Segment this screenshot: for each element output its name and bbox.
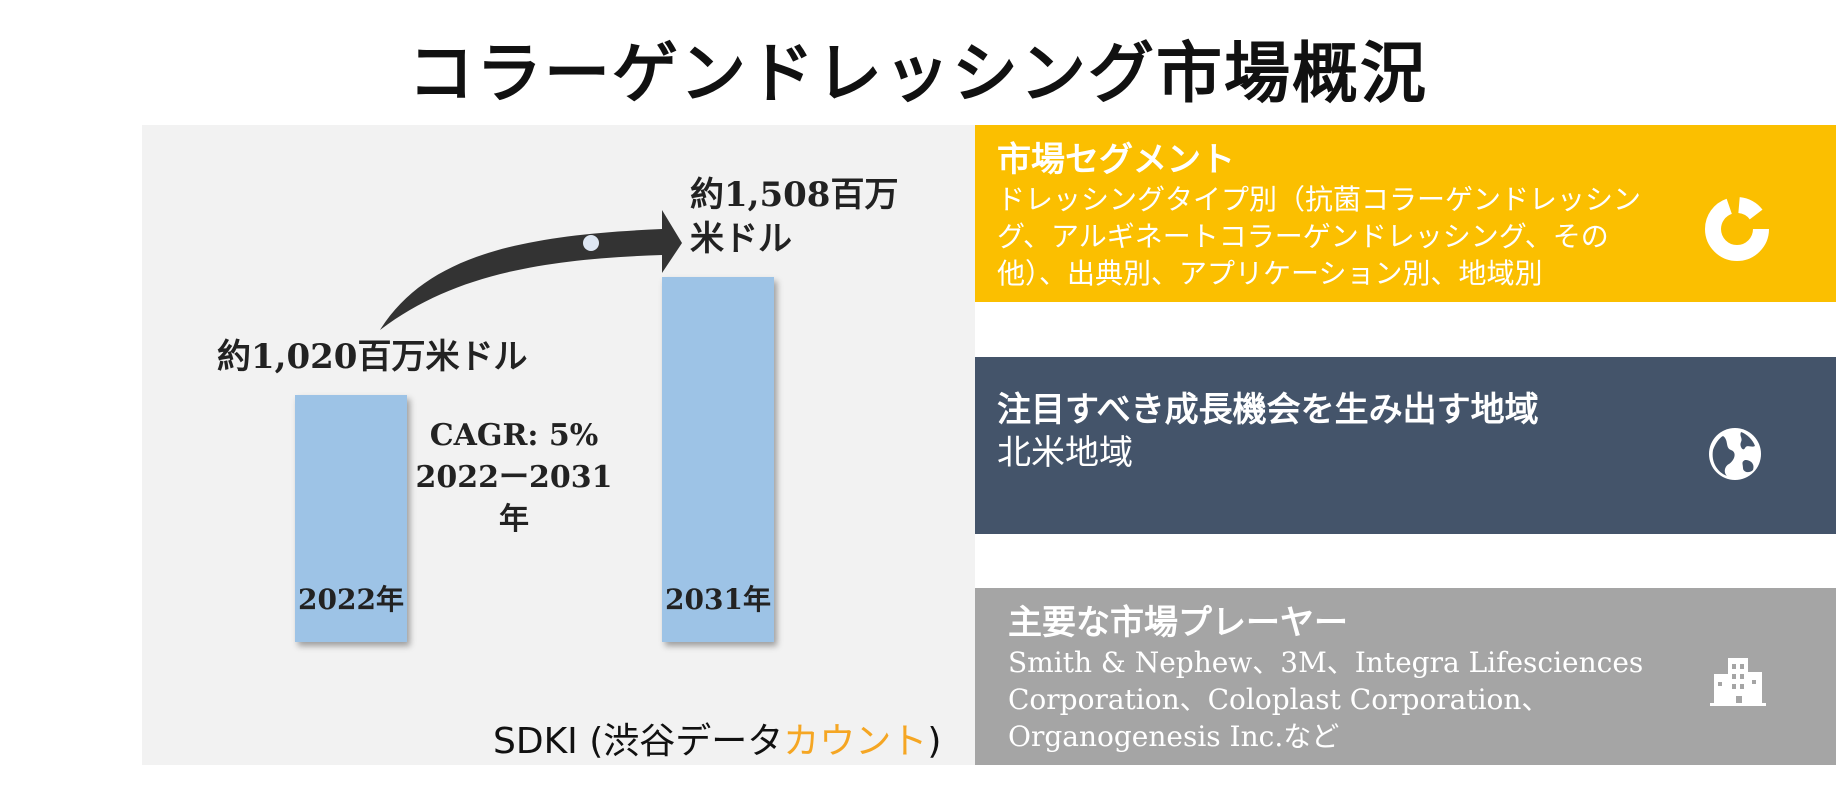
buildings-icon <box>1710 658 1766 706</box>
arrow-dot <box>583 235 599 251</box>
players-card-body: Smith & Nephew、3M、Integra Lifesciences C… <box>1008 646 1644 753</box>
globe-icon <box>1709 428 1761 480</box>
growth-arrow <box>380 210 682 330</box>
source-credit: SDKI (渋谷データカウント) <box>493 712 941 764</box>
players-card: 主要な市場プレーヤー Smith & Nephew、3M、Integra Lif… <box>975 588 1836 765</box>
source-suffix: ) <box>927 721 942 762</box>
source-prefix: SDKI (渋谷データ <box>493 721 784 762</box>
bar-2022: 2022年 <box>295 395 407 642</box>
cagr-period: 2022ー2031年 <box>415 460 613 537</box>
value-2031-line2: 米ドル <box>690 219 792 259</box>
segment-card-body: ドレッシングタイプ別（抗菌コラーゲンドレッシング、アルギネートコラーゲンドレッシ… <box>997 183 1642 290</box>
page-title: コラーゲンドレッシング市場概況 <box>408 34 1428 112</box>
bar-2031: 2031年 <box>662 277 774 642</box>
bar-2022-label: 2022年 <box>298 583 404 616</box>
region-card-title: 注目すべき成長機会を生み出す地域 <box>997 390 1539 430</box>
segment-card: 市場セグメント ドレッシングタイプ別（抗菌コラーゲンドレッシング、アルギネートコ… <box>975 125 1836 302</box>
value-2031: 約1,508百万 米ドル <box>690 173 898 261</box>
donut-chart-icon <box>1705 197 1769 261</box>
region-card-body: 北米地域 <box>997 433 1133 473</box>
source-accent: カウント <box>783 721 928 762</box>
players-card-title: 主要な市場プレーヤー <box>1008 603 1348 643</box>
value-2031-line1: 約1,508百万 <box>690 175 899 215</box>
growth-arrow-shape <box>380 210 682 330</box>
value-2022: 約1,020百万米ドル <box>217 337 528 377</box>
chart-panel: 約1,020百万米ドル 2022年 CAGR: 5% 2022ー2031年 約1… <box>142 125 975 765</box>
cagr-text: CAGR: 5% 2022ー2031年 <box>404 415 624 541</box>
segment-card-title: 市場セグメント <box>997 140 1235 180</box>
region-card: 注目すべき成長機会を生み出す地域 北米地域 <box>975 357 1836 534</box>
bar-2031-label: 2031年 <box>665 583 771 616</box>
cagr-rate: CAGR: 5% <box>429 418 599 453</box>
